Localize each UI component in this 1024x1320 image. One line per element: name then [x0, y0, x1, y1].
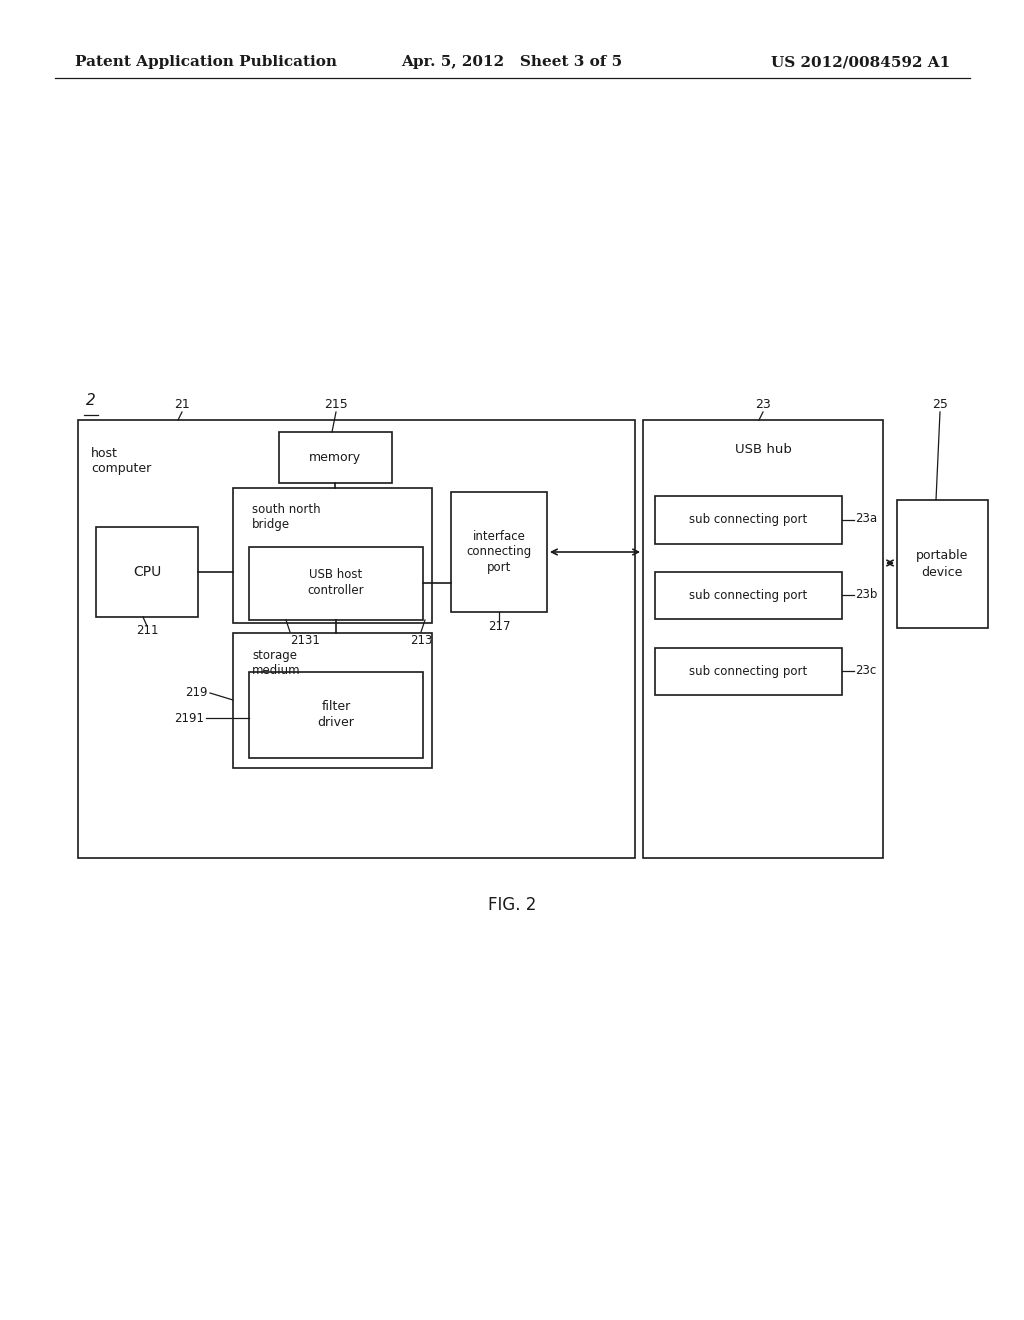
Text: 217: 217 [487, 619, 510, 632]
Text: Apr. 5, 2012   Sheet 3 of 5: Apr. 5, 2012 Sheet 3 of 5 [401, 55, 623, 69]
Bar [655, 572, 842, 619]
Text: storage: storage [252, 649, 297, 663]
Text: 211: 211 [136, 624, 159, 638]
Text: 23: 23 [755, 397, 771, 411]
Bar [655, 648, 842, 696]
Text: host: host [91, 447, 118, 459]
Text: south north: south north [252, 503, 321, 516]
Bar [249, 546, 423, 620]
Text: USB hub: USB hub [734, 444, 792, 455]
Text: 2: 2 [86, 393, 96, 408]
Text: 213: 213 [410, 634, 432, 647]
Text: sub connecting port: sub connecting port [689, 589, 807, 602]
Text: 2131: 2131 [290, 634, 319, 647]
Text: memory: memory [309, 450, 361, 463]
Bar [643, 420, 883, 858]
Bar [78, 420, 635, 858]
Text: 23c: 23c [855, 664, 877, 677]
Text: 2191: 2191 [174, 711, 204, 725]
Text: filter
driver: filter driver [317, 701, 354, 730]
Text: computer: computer [91, 462, 152, 475]
Text: 23b: 23b [855, 587, 878, 601]
Text: FIG. 2: FIG. 2 [487, 896, 537, 913]
Text: 25: 25 [932, 397, 948, 411]
Text: US 2012/0084592 A1: US 2012/0084592 A1 [771, 55, 950, 69]
Text: medium: medium [252, 664, 301, 677]
Text: sub connecting port: sub connecting port [689, 664, 807, 677]
Text: Patent Application Publication: Patent Application Publication [75, 55, 337, 69]
Bar [249, 672, 423, 758]
Bar [451, 492, 547, 612]
Text: sub connecting port: sub connecting port [689, 513, 807, 527]
Text: 215: 215 [325, 397, 348, 411]
Text: portable
device: portable device [915, 549, 968, 578]
Text: USB host
controller: USB host controller [307, 569, 365, 598]
Text: CPU: CPU [133, 565, 161, 579]
Text: bridge: bridge [252, 517, 290, 531]
Text: interface
connecting
port: interface connecting port [466, 529, 531, 574]
Bar [279, 432, 392, 483]
Text: 23a: 23a [855, 512, 878, 525]
Bar [233, 634, 432, 768]
Text: 21: 21 [174, 397, 189, 411]
Bar [96, 527, 198, 616]
Text: 219: 219 [185, 686, 208, 700]
Bar [655, 496, 842, 544]
Bar [897, 500, 988, 628]
Bar [233, 488, 432, 623]
